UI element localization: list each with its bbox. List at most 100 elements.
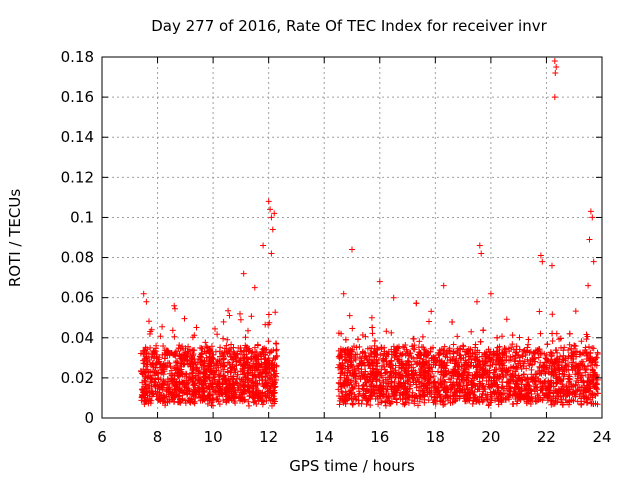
data-point [364,397,371,404]
data-point [461,365,467,372]
data-point [460,343,467,350]
data-point [511,384,518,391]
data-point [531,351,538,357]
data-point [592,384,599,391]
data-point [246,402,252,409]
data-point [217,344,224,351]
data-point [351,372,357,379]
data-point [505,379,512,386]
data-point [191,381,197,388]
data-point [586,357,592,364]
data-point [549,311,556,318]
data-point [405,359,412,366]
data-point [507,388,513,395]
data-point [249,371,256,378]
data-point [509,332,516,339]
data-point [572,393,579,400]
data-point [241,360,248,367]
data-point [248,364,255,371]
data-point [495,356,502,363]
data-point [507,354,514,361]
data-point [592,376,598,383]
data-point [220,359,227,366]
data-point [351,368,358,374]
data-point [207,347,214,353]
data-point [524,374,531,381]
data-point [549,338,556,344]
data-point [454,333,461,340]
data-point [589,214,596,221]
data-point [194,359,201,366]
data-point [431,383,438,390]
data-point [268,250,275,257]
data-point [141,388,148,395]
data-point [223,342,230,349]
data-point [573,348,580,355]
data-point [432,398,438,405]
data-point [410,335,417,342]
y-tick-label: 0.1 [70,208,94,226]
data-point [362,368,369,375]
data-point [212,388,219,394]
data-point [538,350,545,357]
data-point [568,345,575,352]
data-point [516,334,523,341]
data-point [362,362,368,369]
data-point [585,282,592,289]
data-point [176,342,183,349]
data-point [237,348,244,355]
data-point [347,369,354,376]
data-point [442,367,449,374]
data-point [370,374,377,381]
data-point [220,318,227,325]
data-point [213,396,220,402]
data-point [438,346,445,353]
data-point [405,367,412,374]
data-point [539,382,546,389]
data-point [346,354,353,361]
data-point [344,363,351,370]
data-point [465,363,472,370]
data-point [231,349,238,356]
data-point [544,397,551,404]
data-point [266,366,273,373]
data-point [565,361,572,368]
data-point [497,391,504,398]
data-point [492,371,498,378]
data-point [376,377,383,384]
data-point [207,353,214,360]
data-point [383,358,390,365]
data-point [553,64,560,70]
data-point [271,380,278,387]
data-point [336,401,343,408]
data-point [454,362,461,369]
data-point [435,368,441,375]
x-tick-label: 20 [481,428,500,446]
data-point [494,387,501,394]
data-point [175,389,182,395]
data-point [393,399,400,406]
data-point [369,324,376,331]
data-point [527,348,534,355]
data-point [464,348,471,355]
data-point [349,401,356,408]
data-point [440,351,447,358]
data-point [393,396,400,403]
data-point [148,353,155,360]
data-point [559,401,566,408]
data-point [553,380,560,387]
data-point [164,359,171,366]
data-point [446,376,453,383]
data-point [272,373,279,380]
data-point [469,350,476,357]
data-point [505,367,512,374]
data-point [520,363,527,369]
data-point [392,374,399,381]
data-point [212,348,219,355]
data-point [379,356,386,363]
data-point [537,330,544,337]
data-point [341,380,347,387]
data-point [594,351,601,357]
data-point [584,333,591,340]
data-point [429,368,436,375]
